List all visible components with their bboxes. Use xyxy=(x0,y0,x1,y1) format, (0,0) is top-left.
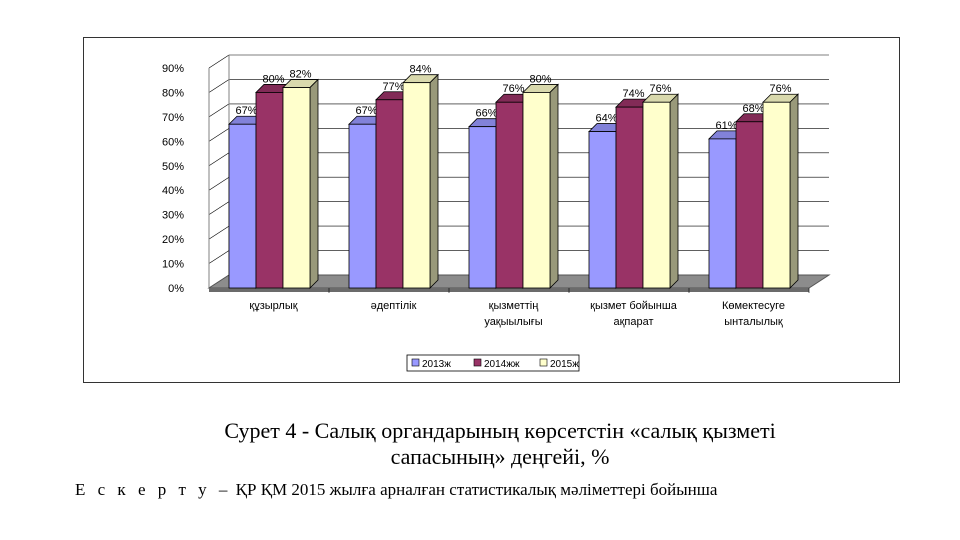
bar xyxy=(588,131,617,289)
figure-caption: Сурет 4 - Салық органдарының көрсетстін … xyxy=(130,418,870,470)
y-tick-label: 20% xyxy=(162,234,184,246)
data-label: 77% xyxy=(382,81,404,93)
bar xyxy=(348,123,377,289)
bar-side xyxy=(429,73,439,289)
legend-swatch xyxy=(473,358,482,367)
chart-frame: 0% 10% 20% 30% 40% 50% 60% 70% 80% 90% 67% 80% 82% құ… xyxy=(83,37,900,383)
bar xyxy=(375,99,404,289)
y-tick-label: 0% xyxy=(168,283,184,295)
legend-swatch xyxy=(411,358,420,367)
x-tick-label: құзырлық xyxy=(249,300,297,312)
data-label: 80% xyxy=(262,73,284,85)
chart-floor-front xyxy=(209,288,809,292)
y-tick-label: 60% xyxy=(162,136,184,148)
bar xyxy=(228,123,257,289)
bar xyxy=(708,138,737,289)
bar xyxy=(468,126,497,289)
data-label: 76% xyxy=(502,83,524,95)
legend-swatch xyxy=(539,358,548,367)
x-tick-label: қызмет бойынша xyxy=(590,300,678,312)
bar xyxy=(615,106,644,289)
x-tick-label: уақыылығы xyxy=(484,316,542,328)
gridline-depth xyxy=(208,225,230,240)
data-label: 80% xyxy=(529,73,551,85)
legend-label: 2013ж xyxy=(422,359,451,370)
legend-label: 2015ж xyxy=(550,359,579,370)
data-label: 76% xyxy=(769,83,791,95)
bar-side xyxy=(789,93,799,289)
data-label: 68% xyxy=(742,103,764,115)
data-label: 76% xyxy=(649,83,671,95)
data-label: 61% xyxy=(715,120,737,132)
note-label: Е с к е р т у – xyxy=(75,480,232,499)
gridline-depth xyxy=(208,152,230,167)
bar xyxy=(255,92,284,289)
y-tick-label: 10% xyxy=(162,259,184,271)
legend-box xyxy=(406,354,580,372)
y-tick-label: 40% xyxy=(162,185,184,197)
gridline-depth xyxy=(208,103,230,118)
x-tick-label: әдептілік xyxy=(371,300,417,312)
y-tick-label: 80% xyxy=(162,87,184,99)
gridline-depth xyxy=(208,54,230,69)
x-tick-label: ынталылық xyxy=(724,316,783,328)
caption-line-1: Сурет 4 - Салық органдарының көрсетстін … xyxy=(224,418,776,443)
gridline-depth xyxy=(208,201,230,215)
data-label: 66% xyxy=(475,108,497,120)
data-label: 67% xyxy=(355,105,377,117)
note-text: ҚР ҚМ 2015 жылға арналған статистикалық … xyxy=(231,480,718,499)
y-tick-label: 30% xyxy=(162,210,184,222)
bar xyxy=(495,101,524,289)
bar xyxy=(402,82,431,289)
data-label: 74% xyxy=(622,88,644,100)
gridline-depth xyxy=(208,128,230,142)
source-note: Е с к е р т у – ҚР ҚМ 2015 жылға арналға… xyxy=(75,480,945,500)
data-label: 67% xyxy=(235,105,257,117)
bar xyxy=(522,92,551,289)
bar xyxy=(735,121,764,289)
data-label: 84% xyxy=(409,64,431,76)
x-tick-label: Көмектесуге xyxy=(722,300,785,312)
bar-side xyxy=(309,78,319,289)
bar xyxy=(642,101,671,289)
y-tick-label: 50% xyxy=(162,161,184,173)
bar-side xyxy=(669,93,679,289)
bar xyxy=(282,87,311,289)
x-tick-label: қызметтің xyxy=(489,300,539,312)
gridline-depth xyxy=(208,250,230,264)
caption-line-2: сапасының» деңгейі, % xyxy=(390,444,610,469)
data-label: 64% xyxy=(595,113,617,125)
y-tick-label: 70% xyxy=(162,112,184,124)
x-tick-label: ақпарат xyxy=(613,316,653,328)
y-tick-label: 90% xyxy=(162,63,184,75)
bar-chart: 0% 10% 20% 30% 40% 50% 60% 70% 80% 90% 67% 80% 82% құ… xyxy=(162,54,831,372)
legend-label: 2014жж xyxy=(484,359,520,370)
data-label: 82% xyxy=(289,69,311,81)
bar-side xyxy=(549,83,559,289)
gridline-depth xyxy=(208,79,230,93)
bar xyxy=(762,101,791,289)
gridline-depth xyxy=(208,176,230,191)
